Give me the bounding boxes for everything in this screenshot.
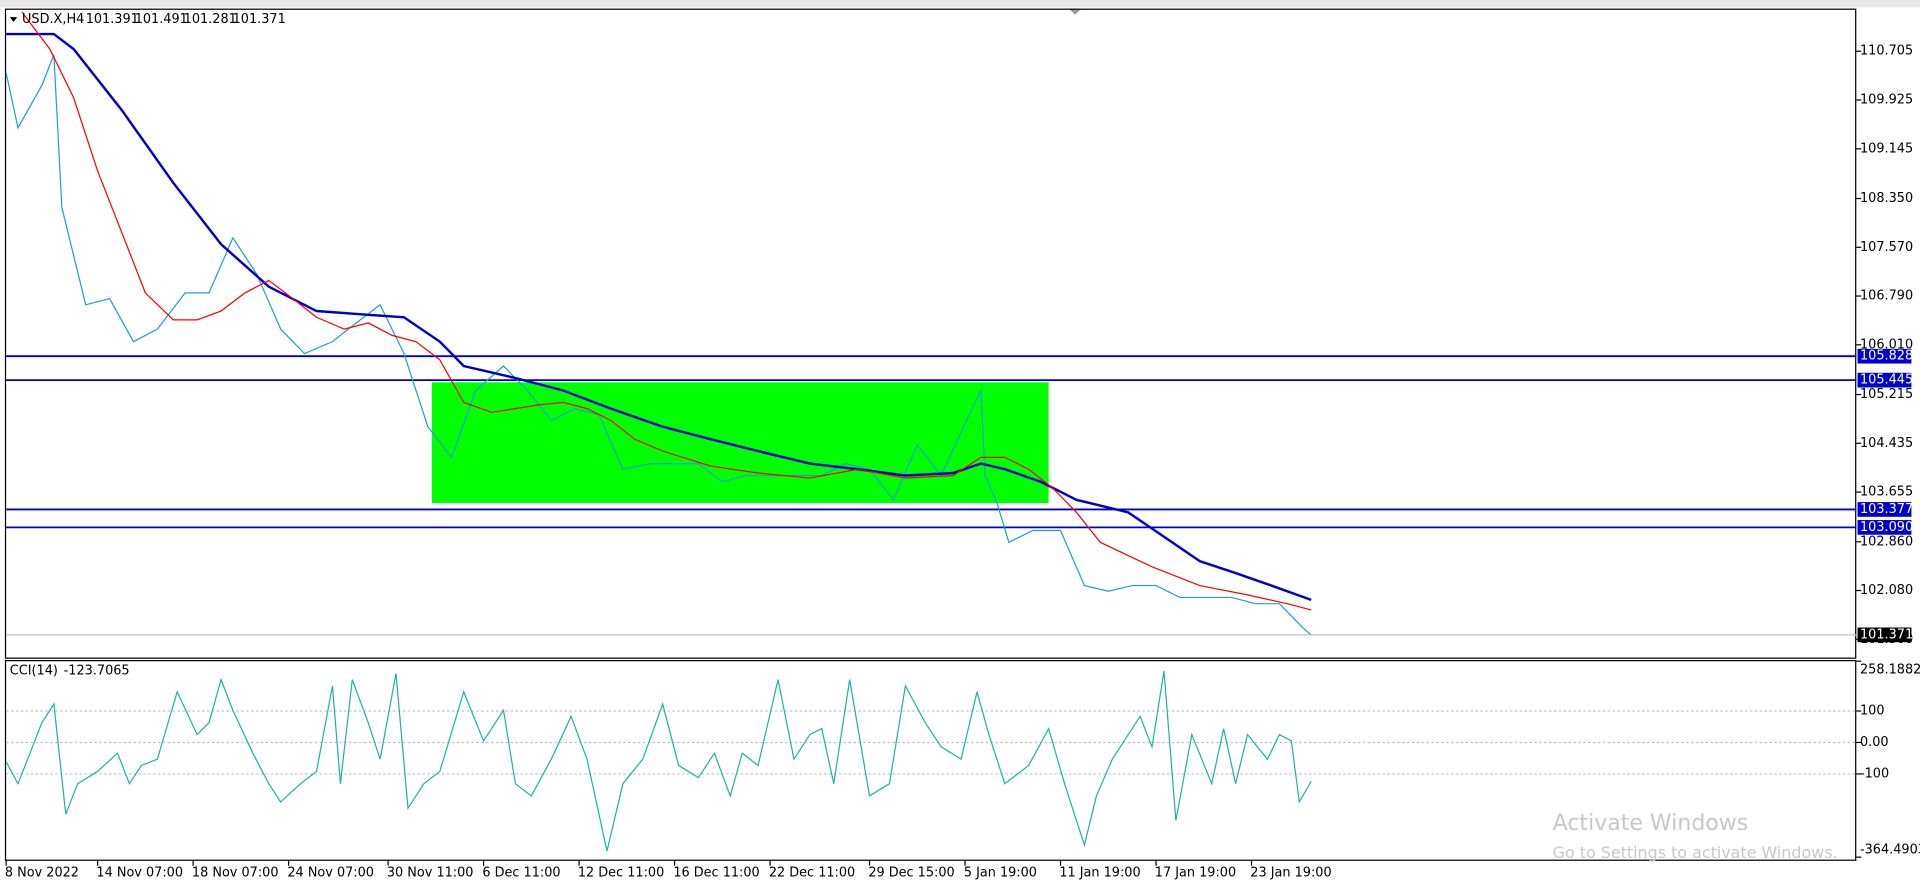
tab-strip (0, 0, 1920, 8)
x-tick-label: 23 Jan 19:00 (1250, 866, 1331, 881)
x-tick-label: 11 Jan 19:00 (1059, 866, 1140, 881)
level-label-box (1857, 372, 1912, 388)
level-label-box (1857, 348, 1912, 364)
x-tick-label: 30 Nov 11:00 (387, 866, 474, 881)
x-tick-label: 29 Dec 15:00 (868, 866, 954, 881)
level-label-box (1857, 502, 1912, 517)
y-tick-label: 106.010 (1860, 337, 1913, 352)
y-tick-label: -364.4903 (1860, 842, 1920, 857)
x-tick-label: 8 Nov 2022 (5, 866, 79, 881)
series-line (6, 32, 1312, 602)
x-tick-label: 18 Nov 07:00 (192, 866, 279, 881)
x-tick-label: 6 Dec 11:00 (482, 866, 560, 881)
indicator-value: -123.7065 (64, 664, 130, 679)
level-label-box (1857, 520, 1912, 535)
y-tick-label: 103.655 (1860, 485, 1913, 500)
level-label: 103.377 (1860, 502, 1913, 517)
indicator-name: CCI(14) (10, 664, 58, 679)
y-tick-label: 258.1882 (1860, 662, 1920, 677)
y-tick-label: 109.145 (1860, 141, 1913, 156)
x-tick-label: 24 Nov 07:00 (287, 866, 374, 881)
series-line (5, 54, 1312, 636)
indicator-frame (4, 660, 1857, 861)
watermark-title: Activate Windows (1553, 811, 1749, 836)
y-tick-label: 102.080 (1860, 583, 1913, 598)
y-tick-label: 0.00 (1860, 735, 1889, 750)
x-tick-label: 22 Dec 11:00 (769, 866, 855, 881)
scroll-marker (1068, 8, 1082, 15)
y-tick-label: 107.570 (1860, 240, 1913, 255)
zone (431, 382, 1049, 504)
y-tick-label: 108.350 (1860, 191, 1913, 206)
y-tick-label: 100 (1860, 704, 1885, 719)
symbol-label: USD.X,H4 (22, 12, 84, 27)
main-frame (4, 8, 1857, 659)
y-tick-label: 109.925 (1860, 93, 1913, 108)
y-tick-label: -100 (1860, 766, 1889, 781)
watermark-subtitle: Go to Settings to activate Windows. (1553, 843, 1838, 862)
x-tick-label: 12 Dec 11:00 (578, 866, 664, 881)
series-line (5, 670, 1312, 852)
y-tick-label: 106.790 (1860, 289, 1913, 304)
x-tick-label: 14 Nov 07:00 (96, 866, 183, 881)
level-label: 105.445 (1860, 373, 1913, 388)
y-tick-label: 104.435 (1860, 436, 1913, 451)
ohlc-close: 101.371 (233, 12, 286, 27)
x-tick-label: 17 Jan 19:00 (1155, 866, 1236, 881)
y-tick-label: 105.215 (1860, 387, 1913, 402)
level-label: 105.828 (1860, 349, 1913, 364)
menu-arrow[interactable] (9, 17, 18, 23)
current-price-box (1857, 627, 1912, 643)
y-tick-label: 110.705 (1860, 44, 1913, 59)
x-tick-label: 16 Dec 11:00 (673, 866, 759, 881)
series-line (21, 11, 1312, 611)
ohlc-high: 101.491 (135, 12, 188, 27)
ohlc-open: 101.391 (86, 12, 139, 27)
ohlc-low: 101.281 (184, 12, 237, 27)
current-price-label: 101.371 (1860, 627, 1913, 642)
x-tick-label: 5 Jan 19:00 (964, 866, 1037, 881)
level-label: 103.090 (1860, 520, 1913, 535)
y-tick-label: 102.860 (1860, 534, 1913, 549)
